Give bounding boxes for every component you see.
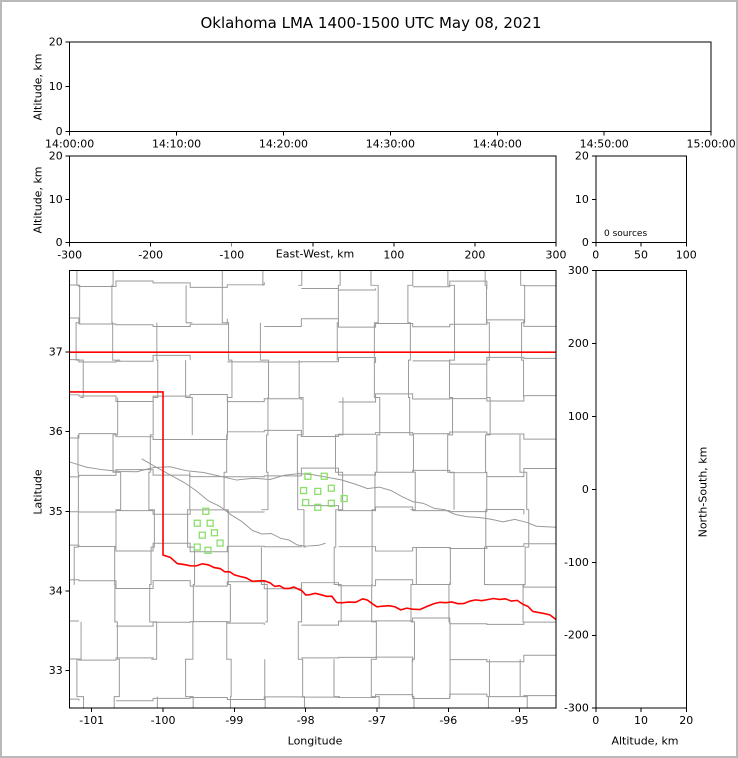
tick-label: 300 [546,249,567,262]
tick-label: -200 [138,249,163,262]
tick-label: -100 [564,556,589,569]
tick-label: 20 [49,150,63,163]
lma-station-marker [304,472,312,480]
panel-time_height: 14:00:00 14:10:00 14:20:00 14:30:00 14:40:00… [45,35,736,150]
ew-height-ylabel: Altitude, km [31,166,45,234]
map-ylabel: Latitude [31,469,45,515]
lma-station-marker [320,472,328,480]
lma-station-marker [216,539,224,547]
county-boundaries [69,270,556,709]
lma-station-marker [314,503,322,511]
tick-label: -100 [151,714,176,727]
panel-ns_height: 0 10 20 300 200 100 0 -100 -200 -300 [564,264,693,727]
tick-label: -101 [79,714,104,727]
tick-label: 20 [679,714,693,727]
ew-height-xlabel: East-West, km [275,247,355,261]
tick-label: 14:20:00 [259,137,308,150]
time-height-ylabel: Altitude, km [31,53,45,121]
tick-label: 200 [568,337,589,350]
tick-label: 300 [568,264,589,277]
tick-label: 14:10:00 [152,137,201,150]
panel-frame [595,270,687,709]
tick-label: 0 [582,236,589,249]
tick-label: 33 [49,664,63,677]
tick-label: 50 [634,249,648,262]
tick-label: 0 [56,236,63,249]
tick-label: 100 [383,249,404,262]
lma-station-marker [327,484,335,492]
tick-label: -96 [439,714,457,727]
tick-label: 100 [676,249,697,262]
lma-station-marker [202,507,210,515]
lma-station-marker [193,519,201,527]
tick-label: 10 [49,193,63,206]
panel-alt_histogram: 0 50 100 0 10 20 [575,150,697,262]
tick-label: -97 [368,714,386,727]
ns-height-xlabel: Altitude, km [611,734,679,748]
lma-station-marker [210,529,219,537]
lma-station-marker [193,543,201,551]
lma-station-marker [198,531,206,539]
tick-label: -99 [225,714,243,727]
tick-label: 20 [575,150,589,163]
tick-label: 10 [575,193,589,206]
map-xlabel: Longitude [287,734,343,748]
tick-label: 0 [592,249,599,262]
tick-label: -100 [219,249,244,262]
tick-label: 0 [592,714,599,727]
panel-frame [69,41,712,132]
lma-station-marker [340,494,348,503]
tick-label: 36 [49,425,63,438]
tick-label: 200 [464,249,485,262]
tick-label: -95 [511,714,529,727]
lma-station-marker [314,487,322,496]
lma-station-marker [204,546,212,554]
tick-label: 34 [49,584,63,597]
tick-label: 37 [49,346,63,359]
tick-label: -98 [297,714,315,727]
tick-label: 100 [568,410,589,423]
tick-label: -300 [564,702,589,715]
panel-frame [69,270,557,709]
river-line [69,461,556,528]
map-content [69,270,556,709]
tick-label: 10 [49,80,63,93]
lma-station-marker [206,519,214,527]
tick-label: 35 [49,505,63,518]
tick-label: 14:40:00 [473,137,522,150]
tick-label: 10 [634,714,648,727]
panel-plan_view: -101 -100 -99 -98 -97 -96 -95 33 34 35 36 37 [49,270,557,727]
tick-label: 14:00:00 [45,137,94,150]
tick-label: 0 [56,125,63,138]
ns-height-right-label: North-South, km [696,446,710,538]
panel-frame [69,155,557,244]
lma-station-marker [327,499,335,507]
tick-label: -200 [564,629,589,642]
histogram-source-count: 0 sources [604,229,648,239]
oklahoma-border-red-river [69,391,556,621]
tick-label: 14:50:00 [580,137,629,150]
tick-label: 0 [582,483,589,496]
tick-label: -300 [57,249,82,262]
lma-station-marker [299,486,308,495]
tick-label: 15:00:00 [687,137,736,150]
panel-ew_height: -300 -200 -100 100 200 300 0 10 20 [49,150,567,262]
tick-label: 20 [49,35,63,48]
tick-label: 14:30:00 [366,137,415,150]
river-line [141,458,326,547]
lma-station-marker [302,498,310,507]
figure-title: Oklahoma LMA 1400-1500 UTC May 08, 2021 [200,14,542,32]
